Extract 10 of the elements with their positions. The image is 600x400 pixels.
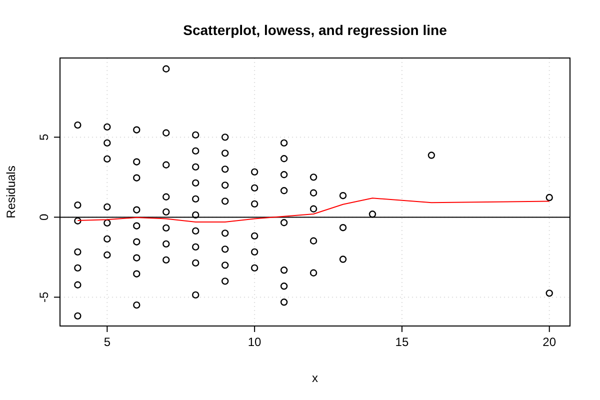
x-tick-label: 20 xyxy=(542,335,556,349)
y-axis-title: Residuals xyxy=(4,166,18,218)
y-tick-label: -5 xyxy=(37,292,51,303)
x-tick-label: 15 xyxy=(395,335,409,349)
x-tick-label: 10 xyxy=(248,335,262,349)
y-tick-label: 5 xyxy=(37,134,51,141)
x-axis-title: x xyxy=(312,371,318,385)
x-tick-label: 5 xyxy=(104,335,111,349)
chart-title: Scatterplot, lowess, and regression line xyxy=(183,22,448,38)
y-tick-label: 0 xyxy=(37,214,51,221)
